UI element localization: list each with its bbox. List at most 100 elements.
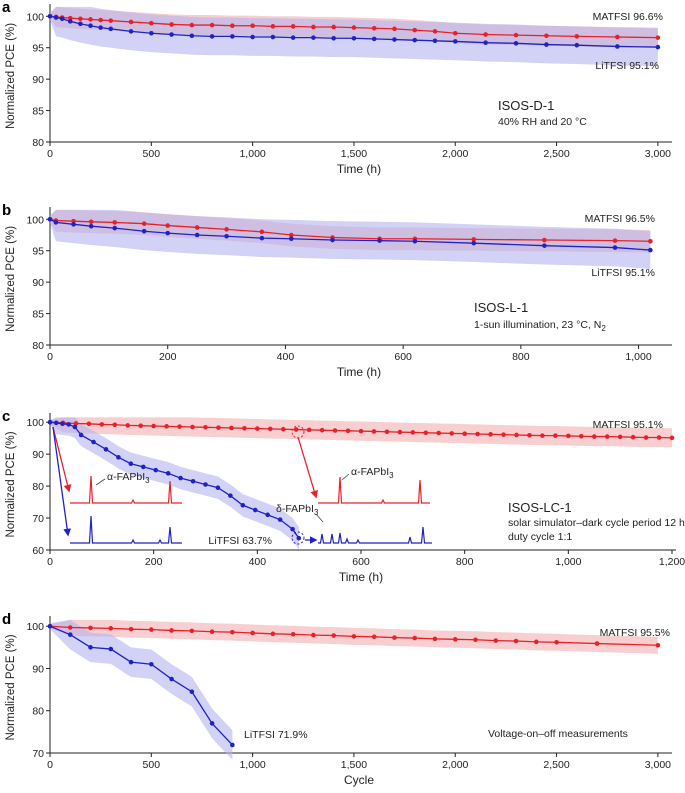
data-point-matfsi — [578, 433, 584, 439]
data-point-matfsi — [397, 429, 403, 435]
data-point-matfsi — [141, 221, 147, 226]
data-point-matfsi — [311, 632, 316, 638]
y-tick-label: 95 — [32, 246, 44, 258]
data-point-matfsi — [475, 431, 480, 437]
data-point-matfsi — [216, 425, 221, 430]
panel-c: c 0 200 400 600 800 1,000 1,200 60 70 80 90 100 Time … — [2, 408, 685, 584]
data-point-litfsi — [612, 245, 618, 250]
series-line-matfsi — [49, 625, 658, 646]
data-point-litfsi — [203, 482, 208, 487]
data-point-matfsi — [432, 29, 438, 34]
panel-letter: a — [2, 0, 11, 16]
data-point-litfsi — [259, 235, 265, 241]
data-point-litfsi — [103, 447, 109, 452]
data-point-matfsi — [574, 34, 580, 39]
data-point-matfsi — [289, 232, 294, 238]
x-tick-label: 2,500 — [543, 759, 569, 771]
data-point-matfsi — [229, 425, 234, 431]
data-point-matfsi — [250, 23, 255, 29]
x-tick-label: 3,000 — [645, 148, 671, 160]
y-axis-label: Normalized PCE (%) — [5, 226, 17, 332]
panel-a: a 0 500 1,000 1,500 2,000 2,500 3,000 80 85 90 95 10… — [2, 0, 672, 176]
data-point-litfsi — [88, 223, 94, 229]
panel-letter: b — [2, 202, 11, 219]
data-point-matfsi — [259, 229, 265, 235]
x-tick-label: 800 — [456, 556, 474, 568]
data-point-matfsi — [473, 637, 478, 643]
data-point-matfsi — [436, 430, 442, 436]
data-point-matfsi — [88, 219, 94, 225]
series-band-litfsi — [50, 209, 651, 269]
data-point-litfsi — [296, 535, 302, 541]
test-conditions: 40% RH and 20 °C — [498, 116, 587, 128]
data-point-matfsi — [591, 434, 597, 439]
panel-letter: c — [2, 408, 10, 425]
series-label-matfsi: MATFSI 96.6% — [593, 11, 663, 23]
data-point-litfsi — [252, 507, 258, 513]
data-point-litfsi — [47, 216, 53, 222]
data-point-matfsi — [280, 426, 286, 432]
y-tick-label: 60 — [32, 545, 44, 557]
data-point-litfsi — [178, 475, 183, 481]
arrow-red-late — [297, 436, 318, 499]
annotation-pointer — [95, 478, 106, 486]
data-point-litfsi — [47, 419, 53, 425]
data-point-litfsi — [230, 742, 235, 748]
y-tick-label: 80 — [32, 137, 44, 149]
x-tick-label: 1,500 — [341, 148, 367, 160]
data-point-matfsi — [151, 423, 156, 429]
data-point-matfsi — [449, 431, 455, 436]
y-tick-label: 100 — [26, 214, 44, 226]
data-point-matfsi — [371, 25, 377, 31]
data-point-litfsi — [88, 23, 93, 29]
x-tick-label: 1,000 — [555, 556, 581, 568]
x-axis-label: Cycle — [344, 773, 374, 787]
y-tick-label: 100 — [26, 621, 44, 633]
x-axis-label: Time (h) — [337, 162, 381, 176]
x-axis-label: Time (h) — [339, 570, 383, 584]
data-point-matfsi — [358, 428, 364, 434]
data-point-matfsi — [189, 628, 195, 634]
x-tick-label: 0 — [47, 351, 53, 363]
panel-letter: d — [2, 611, 11, 628]
data-point-matfsi — [432, 636, 438, 642]
annotation-delta-phase: δ-FAPbI3 — [276, 503, 319, 517]
data-point-litfsi — [98, 25, 103, 30]
data-point-litfsi — [544, 42, 549, 47]
data-point-litfsi — [265, 512, 271, 518]
data-point-matfsi — [108, 18, 114, 23]
data-point-litfsi — [452, 39, 458, 44]
data-point-matfsi — [169, 22, 174, 27]
data-point-matfsi — [483, 32, 488, 37]
x-tick-label: 500 — [143, 759, 161, 771]
series-label-matfsi: MATFSI 96.5% — [585, 213, 655, 225]
data-point-matfsi — [311, 24, 316, 30]
data-point-matfsi — [319, 427, 325, 433]
xrd-pattern-alpha-matfsi-early — [70, 475, 182, 504]
data-point-matfsi — [250, 630, 255, 636]
data-point-matfsi — [392, 635, 397, 640]
data-point-matfsi — [604, 434, 610, 439]
data-point-matfsi — [566, 433, 571, 439]
text-subscript: 2 — [601, 324, 606, 333]
data-point-matfsi — [149, 627, 154, 632]
data-point-litfsi — [615, 44, 620, 49]
annotation-pointer — [315, 513, 324, 523]
data-point-matfsi — [617, 434, 623, 440]
data-point-litfsi — [351, 35, 357, 41]
annotation-alpha-phase-late: α-FAPbI3 — [351, 466, 394, 480]
data-point-litfsi — [270, 34, 276, 40]
data-point-matfsi — [384, 429, 390, 435]
series-label-litfsi: LiTFSI 95.1% — [595, 60, 659, 72]
data-point-matfsi — [643, 435, 649, 440]
data-point-matfsi — [533, 639, 539, 645]
data-point-litfsi — [128, 461, 134, 467]
data-point-litfsi — [331, 35, 336, 41]
data-point-litfsi — [149, 661, 154, 667]
x-tick-label: 1,500 — [341, 759, 367, 771]
data-point-matfsi — [412, 27, 418, 33]
data-point-matfsi — [290, 631, 296, 637]
text-subscript: 3 — [389, 471, 394, 480]
x-tick-label: 0 — [47, 556, 53, 568]
